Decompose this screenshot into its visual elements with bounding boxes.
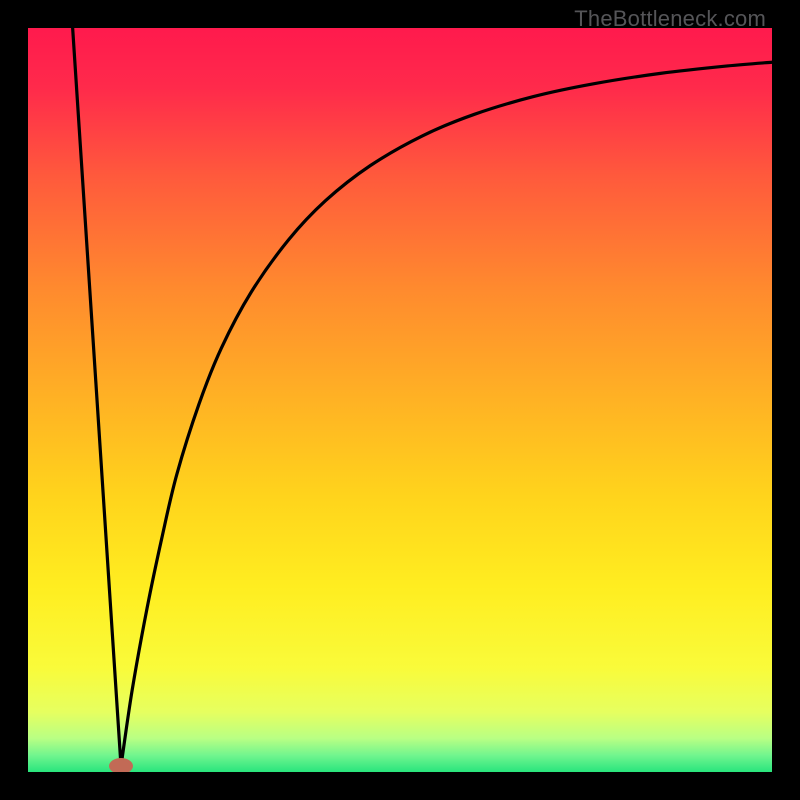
curve-path bbox=[73, 28, 772, 766]
chart-frame: TheBottleneck.com bbox=[0, 0, 800, 800]
watermark-text: TheBottleneck.com bbox=[574, 6, 766, 32]
axis-border-bottom bbox=[0, 772, 800, 800]
bottleneck-curve bbox=[28, 28, 772, 772]
plot-area bbox=[28, 28, 772, 772]
axis-border-left bbox=[0, 0, 28, 800]
axis-border-right bbox=[772, 0, 800, 800]
